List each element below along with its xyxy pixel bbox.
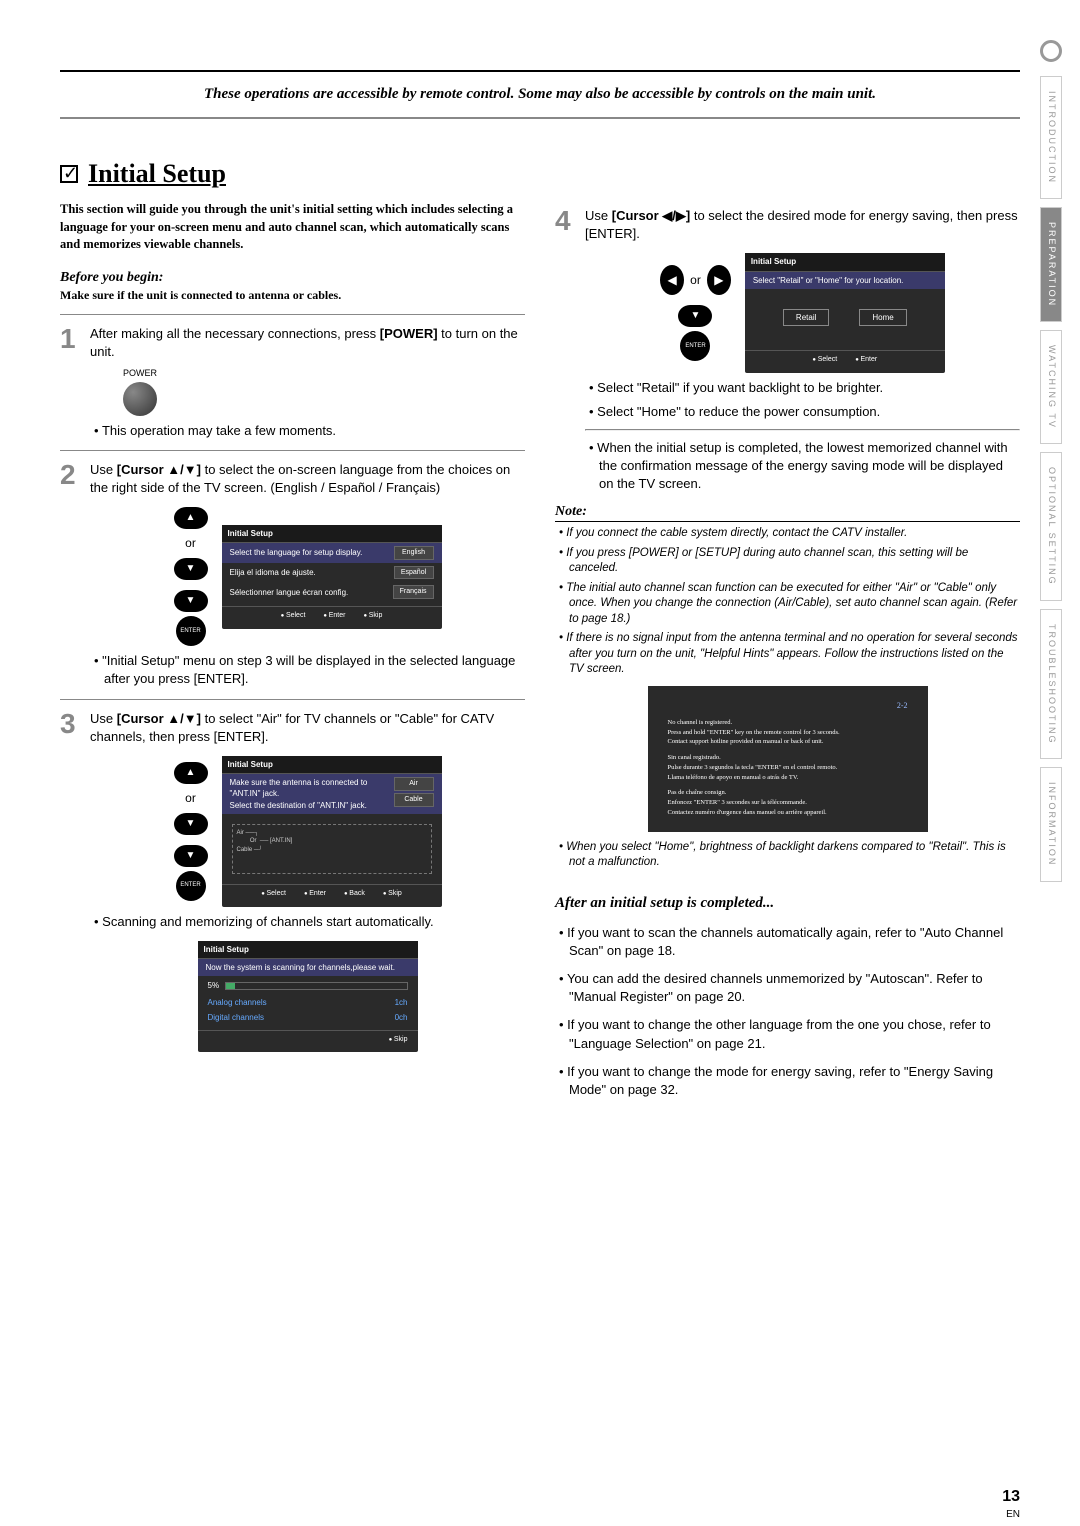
step4-b3: When the initial setup is completed, the… bbox=[599, 439, 1020, 494]
step4-b1: Select "Retail" if you want backlight to… bbox=[599, 379, 1020, 397]
step1-bullet: This operation may take a few moments. bbox=[104, 422, 525, 440]
down-icon-3: ▼ bbox=[174, 813, 208, 835]
scan-screen: Initial Setup Now the system is scanning… bbox=[198, 941, 418, 1053]
enter-icon-4: ENTER bbox=[680, 331, 710, 361]
step-num-2: 2 bbox=[60, 461, 80, 689]
right-icon: ▶ bbox=[707, 265, 731, 295]
before-text: Make sure if the unit is connected to an… bbox=[60, 287, 525, 304]
page-lang: EN bbox=[1006, 1509, 1020, 1520]
step4-b2: Select "Home" to reduce the power consum… bbox=[599, 403, 1020, 421]
before-label: Before you begin: bbox=[60, 268, 525, 288]
step-4: 4 Use [Cursor ◀/▶] to select the desired… bbox=[555, 207, 1020, 494]
power-button-icon bbox=[123, 382, 157, 416]
note-4: If there is no signal input from the ant… bbox=[569, 631, 1020, 678]
down-icon: ▼ bbox=[174, 558, 208, 580]
step-num-3: 3 bbox=[60, 710, 80, 1053]
after-4: If you want to change the mode for energ… bbox=[569, 1063, 1020, 1099]
intro-banner: These operations are accessible by remot… bbox=[60, 72, 1020, 119]
remote-dpad-4: ◀ or ▶ ▼ ENTER bbox=[660, 265, 731, 361]
note-last: When you select "Home", brightness of ba… bbox=[569, 840, 1020, 871]
remote-dpad: ▲ or ▼ ▼ ENTER bbox=[174, 507, 208, 646]
note-1: If you connect the cable system directly… bbox=[569, 526, 1020, 542]
intro-text: This section will guide you through the … bbox=[60, 201, 525, 254]
page-number: 13 bbox=[1002, 1488, 1020, 1506]
remote-dpad-3: ▲ or ▼ ▼ ENTER bbox=[174, 762, 208, 901]
after-1: If you want to scan the channels automat… bbox=[569, 924, 1020, 960]
note-2: If you press [POWER] or [SETUP] during a… bbox=[569, 546, 1020, 577]
step3-bullet: Scanning and memorizing of channels star… bbox=[104, 913, 525, 931]
after-3: If you want to change the other language… bbox=[569, 1016, 1020, 1052]
step-1: 1 After making all the necessary connect… bbox=[60, 325, 525, 440]
checkbox-icon bbox=[60, 165, 78, 183]
step-num-1: 1 bbox=[60, 325, 80, 440]
note-3: The initial auto channel scan function c… bbox=[569, 581, 1020, 628]
note-title: Note: bbox=[555, 502, 1020, 523]
power-label: POWER bbox=[110, 367, 170, 380]
left-icon: ◀ bbox=[660, 265, 684, 295]
enter-icon: ENTER bbox=[176, 616, 206, 646]
step-num-4: 4 bbox=[555, 207, 575, 494]
enter-icon-3: ENTER bbox=[176, 871, 206, 901]
up-icon: ▲ bbox=[174, 507, 208, 529]
antenna-diagram-icon: Air ──┐ Or ── [ANT.IN]Cable ─┘ bbox=[232, 824, 432, 874]
step-2: 2 Use [Cursor ▲/▼] to select the on-scre… bbox=[60, 461, 525, 689]
step2-bullet: "Initial Setup" menu on step 3 will be d… bbox=[104, 652, 525, 688]
down2-icon-3: ▼ bbox=[174, 845, 208, 867]
up-icon-3: ▲ bbox=[174, 762, 208, 784]
page-title: Initial Setup bbox=[88, 159, 226, 189]
lang-screen: Initial Setup Select the language for se… bbox=[222, 525, 442, 629]
after-2: You can add the desired channels unmemor… bbox=[569, 970, 1020, 1006]
antenna-screen: Initial Setup Make sure the antenna is c… bbox=[222, 756, 442, 907]
mode-screen: Initial Setup Select "Retail" or "Home" … bbox=[745, 253, 945, 372]
down-icon-4: ▼ bbox=[678, 305, 712, 327]
down2-icon: ▼ bbox=[174, 590, 208, 612]
after-title: After an initial setup is completed... bbox=[555, 893, 1020, 914]
step-3: 3 Use [Cursor ▲/▼] to select "Air" for T… bbox=[60, 710, 525, 1053]
helpful-hints-screen: 2-2 No channel is registered. Press and … bbox=[648, 686, 928, 832]
